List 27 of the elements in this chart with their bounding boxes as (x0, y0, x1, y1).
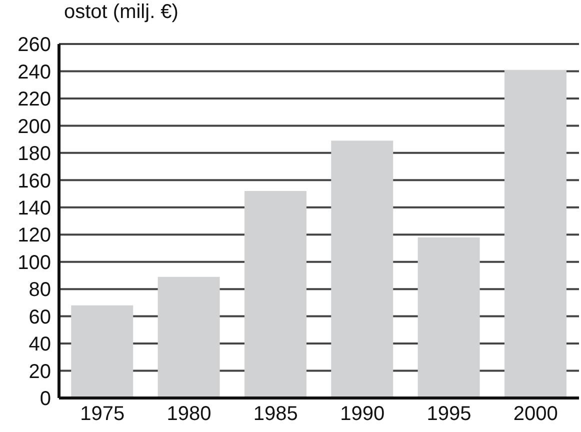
bar (504, 70, 566, 398)
y-tick-label: 200 (18, 116, 51, 138)
y-tick-label: 160 (18, 170, 51, 192)
bar (331, 140, 394, 398)
bar (244, 191, 306, 398)
y-tick-label: 100 (18, 252, 51, 274)
y-tick-label: 260 (18, 34, 51, 56)
y-axis-title: ostot (milj. €) (64, 1, 178, 24)
y-tick-label: 80 (28, 279, 51, 302)
x-tick-label: 1980 (166, 403, 212, 426)
y-tick-label: 40 (28, 334, 51, 356)
y-tick-label: 140 (18, 197, 51, 220)
x-tick-label: 1985 (253, 403, 298, 426)
bar (71, 305, 134, 398)
bar (158, 276, 220, 398)
y-tick-label: 0 (40, 388, 51, 410)
y-tick-label: 60 (28, 306, 51, 328)
y-tick-label: 220 (18, 88, 51, 111)
y-tick-label: 240 (18, 61, 51, 84)
x-tick-label: 1990 (340, 403, 385, 426)
y-tick-label: 120 (18, 224, 51, 247)
y-tick-label: 20 (28, 360, 51, 383)
x-tick-label: 2000 (513, 403, 558, 426)
bar (418, 237, 480, 398)
x-tick-label: 1995 (426, 403, 472, 426)
y-tick-label: 180 (18, 143, 51, 166)
x-tick-label: 1975 (80, 403, 125, 426)
